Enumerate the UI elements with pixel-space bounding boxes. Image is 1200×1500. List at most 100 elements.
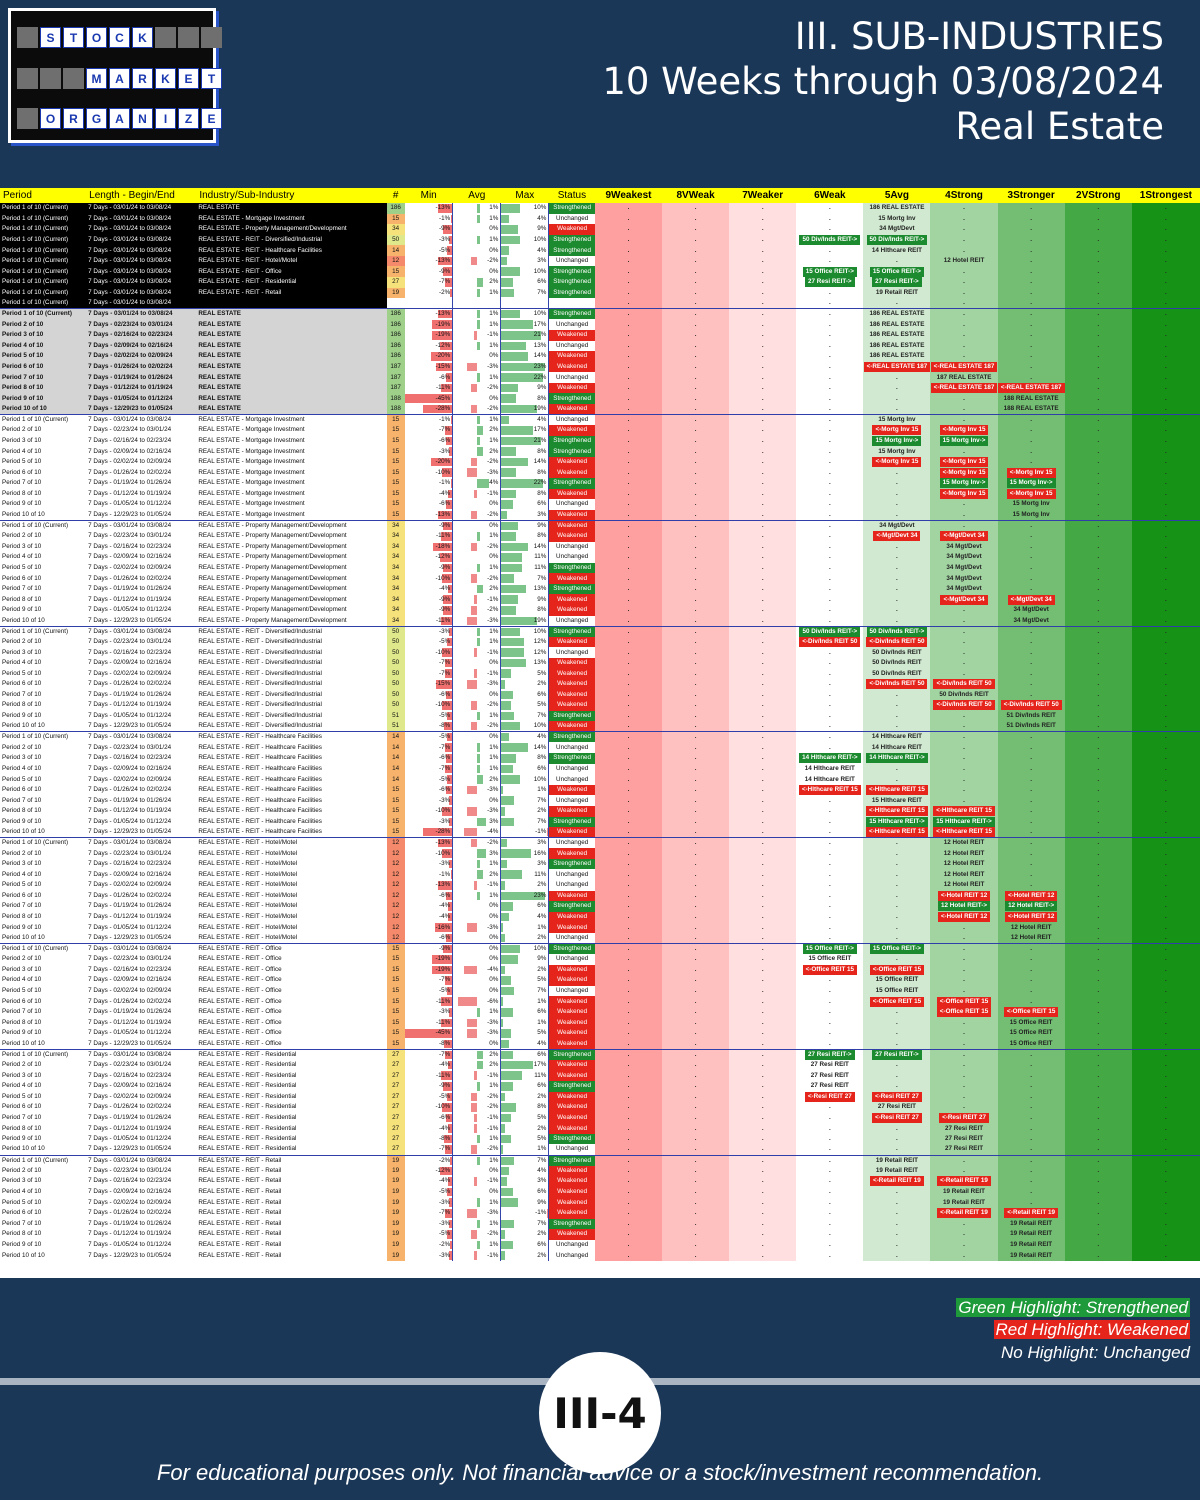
cell-status: Weakened bbox=[548, 329, 595, 341]
empty-dot: . bbox=[1030, 225, 1033, 233]
cell-level-1: . bbox=[1131, 932, 1200, 944]
cell-level-1: . bbox=[1131, 266, 1200, 278]
cell-period: Period 7 of 10 bbox=[2, 479, 42, 487]
cell-level-7: . bbox=[729, 234, 797, 246]
max-bar bbox=[501, 648, 524, 657]
empty-dot: . bbox=[1165, 1124, 1167, 1132]
cell-level-8: . bbox=[662, 552, 730, 563]
cell-min: -7% bbox=[404, 668, 454, 680]
cell-level-4: <-Hotel REIT 12 bbox=[930, 890, 998, 902]
cell-level-2: . bbox=[1064, 435, 1132, 447]
max-bar bbox=[501, 521, 519, 530]
cell-max: 2% bbox=[500, 880, 550, 891]
cell-level-1: . bbox=[1131, 1112, 1200, 1124]
avg-bar bbox=[470, 701, 477, 710]
max-bar bbox=[501, 912, 509, 922]
cell-level-2: . bbox=[1064, 467, 1132, 479]
cell-level-4: . bbox=[930, 636, 998, 648]
empty-dot: . bbox=[896, 839, 898, 847]
cell-level-5: 15 Office REIT-> bbox=[863, 942, 931, 955]
empty-dot: . bbox=[761, 214, 764, 222]
empty-dot: . bbox=[627, 1177, 630, 1185]
cell-industry: REAL ESTATE - REIT - Office bbox=[198, 955, 282, 963]
min-bar bbox=[444, 1050, 452, 1059]
cell-level-8: . bbox=[662, 795, 730, 806]
avg-bar bbox=[473, 1177, 477, 1186]
cell-level-6: . bbox=[796, 562, 864, 574]
empty-dot: . bbox=[694, 542, 697, 550]
movement-label: <-Hlthcare REIT 15 bbox=[933, 827, 995, 838]
empty-dot: . bbox=[828, 680, 831, 688]
empty-dot: . bbox=[828, 1124, 831, 1132]
empty-dot: . bbox=[627, 754, 630, 762]
cell-max: 16% bbox=[500, 848, 550, 859]
min-bar bbox=[440, 383, 452, 393]
cell-industry: REAL ESTATE - REIT - Residential bbox=[198, 1114, 297, 1121]
cell-industry: REAL ESTATE - REIT - Diversified/Industr… bbox=[198, 680, 322, 688]
cell-max: 5% bbox=[500, 1028, 550, 1039]
cell-min: -6% bbox=[404, 499, 454, 510]
avg-bar bbox=[476, 341, 480, 351]
position-label: 27 Resi REIT bbox=[877, 1103, 916, 1111]
cell-count: 34 bbox=[386, 224, 405, 235]
max-bar bbox=[501, 764, 513, 774]
cell-level-3: 15 Office REIT bbox=[997, 1028, 1065, 1039]
cell-min: -4% bbox=[404, 1176, 454, 1187]
empty-dot: . bbox=[963, 712, 965, 720]
cell-level-8: . bbox=[662, 478, 730, 489]
cell-level-6: . bbox=[796, 287, 864, 299]
cell-level-7: . bbox=[729, 594, 797, 605]
cell-level-3: <-Mgt/Devt 34 bbox=[997, 594, 1065, 605]
cell-status: Weakened bbox=[548, 784, 595, 796]
min-bar bbox=[444, 278, 452, 287]
logo-tile bbox=[17, 27, 38, 48]
empty-dot: . bbox=[1030, 965, 1033, 973]
empty-dot: . bbox=[1165, 1230, 1167, 1238]
cell-length: 7 Days - 12/29/23 to 01/05/24 bbox=[86, 403, 197, 415]
empty-dot: . bbox=[1097, 521, 1100, 529]
empty-dot: . bbox=[761, 1240, 764, 1248]
empty-dot: . bbox=[694, 225, 697, 233]
cell-level-3: . bbox=[997, 1123, 1065, 1134]
cell-level-8: . bbox=[662, 1218, 730, 1230]
cell-level-5: . bbox=[863, 1133, 931, 1145]
cell-level-3: . bbox=[997, 837, 1065, 849]
max-bar bbox=[501, 373, 543, 382]
cell-period: Period 8 of 10 bbox=[2, 595, 42, 603]
cell-level-7: . bbox=[729, 932, 797, 944]
min-bar bbox=[438, 510, 452, 519]
cell-length: 7 Days - 02/09/24 to 02/16/24 bbox=[88, 659, 172, 667]
cell-level-9: . bbox=[594, 731, 663, 743]
position-label: 15 Mortg Inv bbox=[1012, 500, 1050, 508]
cell-industry: REAL ESTATE - REIT - Residential bbox=[198, 1145, 297, 1153]
empty-dot: . bbox=[761, 437, 764, 444]
cell-count: 186 bbox=[386, 340, 405, 352]
movement-label: 15 Office REIT-> bbox=[869, 266, 924, 277]
cell-industry: REAL ESTATE - REIT - Office bbox=[198, 1018, 282, 1026]
cell-level-1: . bbox=[1131, 964, 1200, 976]
cell-level-7: . bbox=[729, 224, 797, 235]
cell-level-5: . bbox=[863, 1080, 931, 1092]
cell-period: Period 10 of 10 bbox=[2, 933, 45, 941]
col-max: Max bbox=[500, 188, 549, 203]
empty-dot: . bbox=[694, 997, 697, 1005]
table-row: Period 2 of 10 7 Days - 02/23/24 to 03/01… bbox=[0, 636, 1200, 648]
cell-level-7: . bbox=[729, 1154, 797, 1166]
cell-level-2: . bbox=[1064, 329, 1132, 341]
empty-dot: . bbox=[1165, 1240, 1167, 1248]
empty-dot: . bbox=[1097, 468, 1100, 476]
cell-level-7: . bbox=[729, 869, 797, 880]
max-bar bbox=[501, 563, 522, 573]
cell-level-4: 12 Hotel REIT bbox=[930, 869, 998, 880]
max-bar bbox=[501, 584, 526, 594]
cell-length: 7 Days - 01/19/24 to 01/26/24 bbox=[88, 796, 172, 804]
cell-level-5: 186 REAL ESTATE bbox=[863, 329, 931, 341]
cell-industry: REAL ESTATE - REIT - Office bbox=[198, 1008, 282, 1016]
cell-level-3: . bbox=[997, 985, 1065, 997]
empty-dot: . bbox=[1165, 965, 1167, 973]
empty-dot: . bbox=[1097, 796, 1100, 804]
empty-dot: . bbox=[896, 775, 898, 783]
cell-level-5: . bbox=[863, 700, 931, 711]
cell-count: 15 bbox=[386, 805, 405, 817]
cell-level-9: . bbox=[594, 901, 663, 912]
